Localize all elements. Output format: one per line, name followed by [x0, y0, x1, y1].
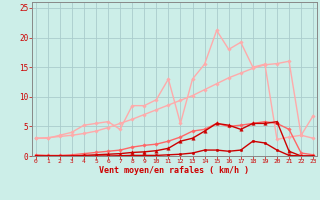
X-axis label: Vent moyen/en rafales ( km/h ): Vent moyen/en rafales ( km/h ) — [100, 166, 249, 175]
